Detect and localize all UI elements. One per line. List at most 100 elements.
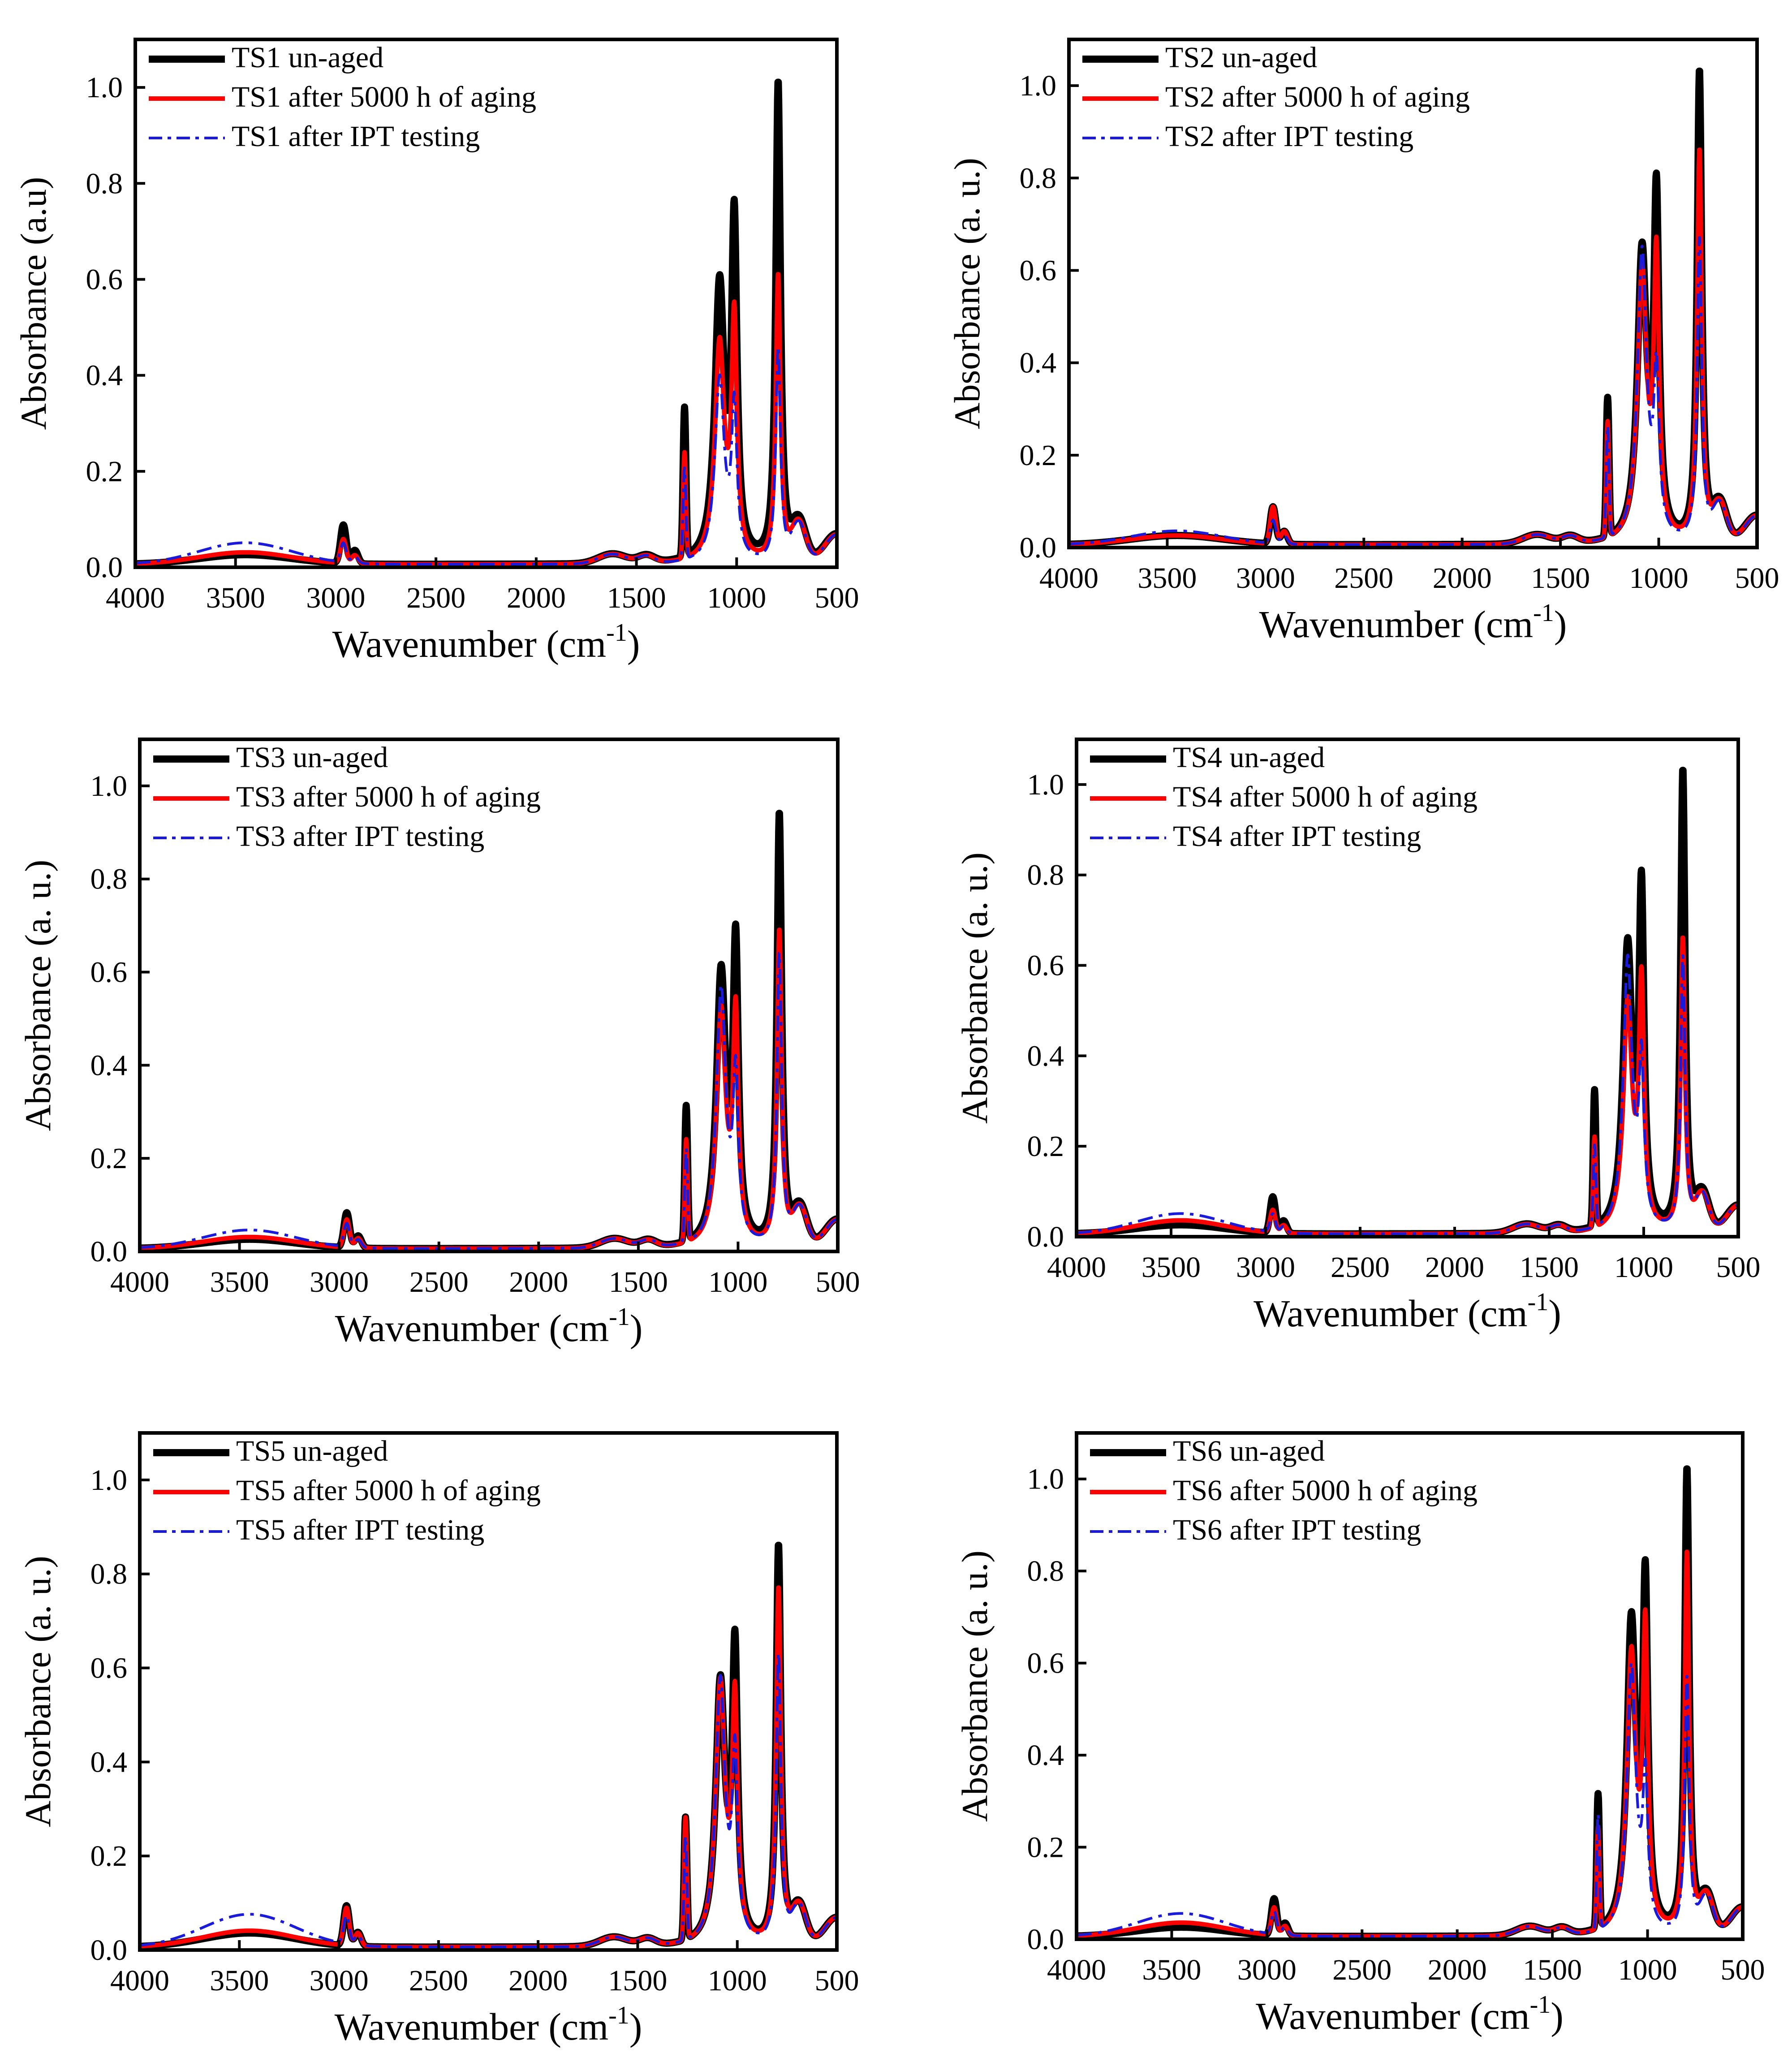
y-tick-label: 0.0	[90, 1934, 128, 1967]
legend-label-unaged: TS4 un-aged	[1173, 741, 1325, 774]
y-tick-label: 0.8	[1027, 1555, 1064, 1588]
x-tick-label: 3000	[310, 1964, 369, 1997]
y-axis-label: Absorbance (a. u.)	[17, 860, 58, 1131]
y-tick-label: 0.6	[1027, 949, 1064, 982]
panel-ts2: 4000 3500 3000 2500 2000 1500 1000 500 0.0 0.2 0.4…	[947, 38, 1779, 646]
plot-frame	[138, 738, 840, 1253]
legend-label-unaged: TS5 un-aged	[236, 1435, 388, 1467]
x-tick-label: 1000	[708, 1964, 767, 1997]
x-tick-label: 500	[815, 1964, 859, 1997]
legend-label-aged: TS4 after 5000 h of aging	[1173, 781, 1478, 813]
x-tick-label: 2500	[406, 582, 465, 614]
y-tick-label: 1.0	[1020, 69, 1057, 102]
legend-label-ipt: TS1 after IPT testing	[232, 120, 480, 153]
x-tick-label: 2500	[409, 1266, 469, 1299]
x-tick-label: 1500	[608, 1964, 667, 1997]
y-tick-label: 0.2	[90, 1840, 128, 1872]
panel-ts5: 4000 3500 3000 2500 2000 1500 1000 500 0.0 0.2 0.4…	[17, 1431, 859, 2048]
y-tick-label: 0.0	[1020, 531, 1057, 564]
x-tick-label: 1500	[607, 582, 666, 614]
series-line-ipt	[140, 1652, 837, 1949]
y-tick-label: 0.4	[1027, 1040, 1064, 1072]
y-tick-label: 0.8	[90, 1558, 128, 1591]
y-tick-label: 0.2	[90, 1142, 128, 1175]
x-tick-label: 2000	[507, 582, 566, 614]
x-tick-label: 4000	[1047, 1251, 1106, 1284]
y-tick-label: 0.8	[1020, 162, 1057, 194]
y-tick-label: 0.2	[1027, 1130, 1064, 1163]
legend-label-ipt: TS5 after IPT testing	[236, 1514, 484, 1546]
x-tick-label: 4000	[106, 582, 165, 614]
y-tick-label: 0.2	[1027, 1831, 1064, 1864]
x-tick-label: 1500	[609, 1266, 668, 1299]
x-axis-label: Wavenumber (cm-1)	[1259, 599, 1567, 646]
x-tick-label: 1000	[707, 582, 766, 614]
legend-label-aged: TS1 after 5000 h of aging	[232, 81, 536, 113]
series-line-aged	[1077, 1549, 1743, 1939]
plot-frame	[1075, 738, 1740, 1238]
x-tick-label: 3000	[1237, 1954, 1297, 1986]
x-tick-label: 500	[1721, 1954, 1765, 1986]
x-tick-label: 500	[1716, 1251, 1761, 1284]
y-tick-label: 0.6	[90, 1652, 128, 1685]
x-tick-label: 2000	[509, 1266, 568, 1299]
x-tick-label: 2000	[508, 1964, 568, 1997]
x-tick-label: 2500	[1334, 562, 1393, 595]
plot-frame	[1067, 38, 1759, 549]
x-tick-label: 4000	[1039, 562, 1098, 595]
x-tick-label: 3500	[210, 1266, 269, 1299]
series-line-ipt	[1069, 236, 1757, 546]
legend-label-unaged: TS3 un-aged	[236, 741, 388, 774]
legend-label-aged: TS2 after 5000 h of aging	[1165, 81, 1470, 113]
x-tick-label: 1500	[1523, 1954, 1582, 1986]
x-tick-label: 2000	[1433, 562, 1492, 595]
legend-label-unaged: TS1 un-aged	[232, 41, 383, 74]
legend-label-ipt: TS4 after IPT testing	[1173, 820, 1421, 853]
y-tick-label: 0.0	[86, 551, 123, 584]
x-tick-label: 4000	[110, 1266, 169, 1299]
y-tick-label: 1.0	[1027, 1463, 1064, 1496]
y-axis-label: Absorbance (a. u.)	[947, 158, 987, 429]
x-tick-label: 500	[1735, 562, 1779, 595]
x-tick-label: 1000	[1614, 1251, 1673, 1284]
x-tick-label: 2500	[1332, 1954, 1391, 1986]
y-tick-label: 0.6	[90, 956, 128, 989]
x-tick-label: 3500	[1142, 1251, 1201, 1284]
y-tick-label: 0.6	[86, 263, 123, 296]
series-line-aged	[1077, 935, 1738, 1236]
y-tick-label: 0.6	[1020, 254, 1057, 287]
x-tick-label: 3000	[310, 1266, 369, 1299]
legend-label-ipt: TS3 after IPT testing	[236, 820, 484, 853]
x-tick-label: 1500	[1520, 1251, 1579, 1284]
x-axis-label: Wavenumber (cm-1)	[1254, 1288, 1561, 1335]
y-tick-label: 0.0	[90, 1235, 128, 1268]
x-tick-label: 500	[815, 582, 859, 614]
y-tick-label: 0.4	[90, 1049, 128, 1082]
x-axis-label: Wavenumber (cm-1)	[332, 619, 640, 665]
plot-frame	[1075, 1431, 1745, 1941]
x-tick-label: 2000	[1428, 1954, 1487, 1986]
y-tick-label: 1.0	[1027, 768, 1064, 801]
legend-label-unaged: TS6 un-aged	[1173, 1435, 1325, 1467]
y-tick-label: 0.8	[86, 167, 123, 200]
x-tick-label: 3000	[1236, 1251, 1295, 1284]
x-tick-label: 1000	[1618, 1954, 1677, 1986]
x-tick-label: 2500	[409, 1964, 468, 1997]
y-tick-label: 0.0	[1027, 1221, 1064, 1253]
y-tick-label: 0.4	[1020, 347, 1057, 380]
panel-ts4: 4000 3500 3000 2500 2000 1500 1000 500 0.0 0.2 0.4…	[954, 738, 1761, 1335]
series-line-ipt	[140, 952, 838, 1250]
x-tick-label: 1000	[708, 1266, 767, 1299]
x-tick-label: 1000	[1629, 562, 1689, 595]
y-tick-label: 0.2	[1020, 439, 1057, 472]
x-tick-label: 3000	[306, 582, 365, 614]
x-tick-label: 4000	[1047, 1954, 1106, 1986]
y-tick-label: 0.8	[1027, 859, 1064, 892]
y-axis-label: Absorbance (a.u)	[13, 177, 54, 430]
y-tick-label: 0.6	[1027, 1647, 1064, 1680]
legend-label-ipt: TS2 after IPT testing	[1165, 120, 1413, 153]
y-axis-label: Absorbance (a. u.)	[954, 852, 995, 1124]
panel-ts6: 4000 3500 3000 2500 2000 1500 1000 500 0.0 0.2 0.4…	[954, 1431, 1765, 2037]
